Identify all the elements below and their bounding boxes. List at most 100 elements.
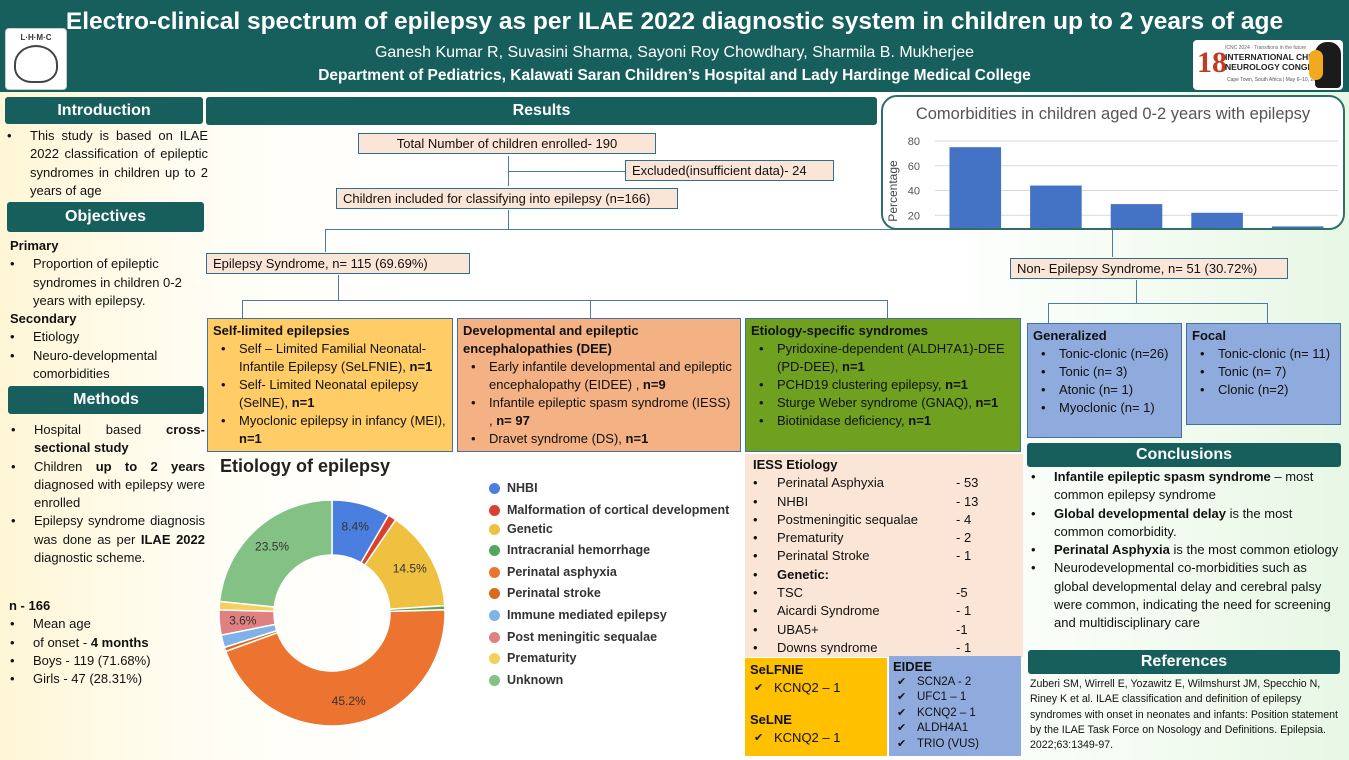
iess-etiology-box: IESS Etiology • Perinatal Asphyxia - 53 • NH… [745, 454, 1023, 657]
iess-item: • TSC -5 [751, 584, 1017, 602]
generalized-item: Tonic (n= 3) [1033, 363, 1176, 381]
generalized-item: Myoclonic (n= 1) [1033, 399, 1176, 417]
iess-value: -5 [956, 585, 968, 601]
legend-item: Unknown [487, 672, 737, 687]
bar [949, 147, 1002, 228]
excluded-box: Excluded(insufficient data)- 24 [625, 160, 834, 181]
icnc-logo: 18 ICNC 2024 · Transitions in the future… [1193, 40, 1343, 90]
pie-slice [224, 609, 446, 727]
face-icon [1309, 42, 1341, 88]
focal-heading: Focal [1192, 328, 1226, 343]
pie-legend: NHBI Malformation of cortical development… [487, 482, 737, 695]
etiology-specific-item: Pyridoxine-dependent (ALDH7A1)-DEE (PD-D… [751, 340, 1015, 376]
legend-item: NHBI [487, 482, 737, 495]
methods-heading: Methods [8, 386, 204, 414]
dee-item: Dravet syndrome (DS), n=1 [463, 430, 735, 448]
y-tick-label: 20 [908, 210, 920, 222]
dee-list: Early infantile developmental and epilep… [463, 358, 735, 448]
enrolled-box: Total Number of children enrolled- 190 [358, 133, 656, 154]
iess-item: • Prematurity - 2 [751, 529, 1017, 547]
iess-item: • Downs syndrome - 1 [751, 639, 1017, 657]
legend-label: Perinatal asphyxia [507, 564, 617, 579]
pie-title: Etiology of epilepsy [220, 456, 391, 476]
etiology-specific-item: PCHD19 clustering epilepsy, n=1 [751, 376, 1015, 394]
seal-icon [14, 45, 58, 83]
iess-item: • Postmeningitic sequalae - 4 [751, 511, 1017, 529]
legend-item: Malformation of cortical development [487, 503, 737, 517]
bullet: • [753, 621, 758, 637]
y-tick-label: 60 [908, 161, 920, 173]
iess-etiology-heading: IESS Etiology [753, 457, 838, 472]
iess-value: - 53 [956, 475, 979, 491]
conclusions-heading: Conclusions [1027, 443, 1341, 467]
generalized-box: Generalized Tonic-clonic (n=26) Tonic (n… [1027, 323, 1182, 438]
flow-line [1136, 280, 1137, 304]
methods-list: Hospital based cross-sectional study Chi… [7, 421, 205, 567]
comorbidity-chart: Comorbidities in children aged 0-2 years… [881, 95, 1345, 230]
focal-item: Tonic-clonic (n= 11) [1192, 345, 1335, 363]
iess-label: TSC [777, 585, 803, 601]
focal-list: Tonic-clonic (n= 11) Tonic (n= 7) Clonic… [1192, 345, 1335, 399]
legend-marker [489, 674, 500, 686]
self-limited-list: Self – Limited Familial Neonatal-Infanti… [213, 340, 447, 448]
legend-label: Perinatal stroke [507, 586, 601, 601]
age-onset: of onset - 4 months [6, 634, 205, 653]
self-limited-item: Self- Limited Neonatal epilepsy (SelNE),… [213, 376, 447, 412]
iess-label: NHBI [777, 493, 809, 509]
iess-label: UBA5+ [777, 621, 819, 637]
iess-item: • Aicardi Syndrome - 1 [751, 602, 1017, 620]
slice-label: 45.2% [332, 694, 366, 708]
secondary-label: Secondary [10, 311, 77, 327]
self-limited-item: Self – Limited Familial Neonatal-Infanti… [213, 340, 447, 376]
slice-label: 23.5% [255, 540, 289, 554]
slice-label: 14.5% [393, 562, 427, 576]
bullet: • [753, 511, 758, 527]
bullet: • [753, 493, 758, 509]
focal-item: Tonic (n= 7) [1192, 363, 1335, 381]
slice-label: 3.6% [229, 614, 257, 628]
legend-marker [489, 609, 500, 621]
objectives-heading: Objectives [7, 202, 204, 232]
non-epilepsy-box: Non- Epilepsy Syndrome, n= 51 (30.72%) [1010, 258, 1288, 279]
demographics: n - 166 Mean age of onset - 4 months Boy… [6, 597, 205, 689]
legend-item: Intracranial hemorrhage [487, 544, 737, 557]
legend-label: Intracranial hemorrhage [507, 543, 651, 558]
eidee-item: KCNQ2 – 1 [893, 706, 1017, 722]
pie-chart-svg: 8.4% 14.5% 45.2% 3.6% 23.5% [218, 499, 446, 727]
y-axis-label: Percentage [886, 160, 900, 222]
flow-line [242, 300, 243, 318]
methods-item: Children up to 2 years diagnosed with ep… [7, 458, 205, 513]
primary-label: Primary [10, 238, 59, 253]
legend-item: Perinatal asphyxia [487, 564, 737, 579]
authors: Ganesh Kumar R, Suvasini Sharma, Sayoni … [374, 44, 975, 61]
dee-item: Infantile epileptic spasm syndrome (IESS… [463, 394, 735, 430]
legend-marker [489, 631, 500, 643]
generalized-list: Tonic-clonic (n=26) Tonic (n= 3) Atonic … [1033, 345, 1176, 417]
iess-value: - 1 [956, 639, 972, 655]
girls-count: Girls - 47 (28.31%) [6, 670, 205, 689]
legend-label: Immune mediated epilepsy [507, 607, 667, 622]
generalized-item: Tonic-clonic (n=26) [1033, 345, 1176, 363]
legend-label: Unknown [507, 672, 564, 687]
legend-item: Immune mediated epilepsy [487, 607, 737, 622]
introduction-heading: Introduction [5, 97, 203, 124]
pie-slice [218, 499, 333, 608]
iess-item: • Perinatal Asphyxia - 53 [751, 474, 1017, 492]
generalized-heading: Generalized [1033, 328, 1107, 343]
flow-line [1048, 303, 1049, 323]
bullet: • [753, 530, 758, 546]
references-heading: References [1028, 650, 1340, 674]
bar [1271, 226, 1324, 228]
dee-heading: Developmental and epileptic encephalopat… [463, 323, 639, 356]
y-tick-label: 40 [908, 186, 920, 198]
legend-item: Post meningitic sequalae [487, 630, 737, 644]
conclusion-item: Neurodevelopmental co-morbidities such a… [1027, 559, 1345, 632]
conclusion-item: Perinatal Asphyxia is the most common et… [1027, 541, 1345, 560]
etiology-specific-item: Biotinidase deficiency, n=1 [751, 412, 1015, 430]
slice-label: 8.4% [342, 520, 370, 534]
iess-label: Perinatal Stroke [777, 548, 870, 564]
eidee-heading: EIDEE [893, 659, 933, 674]
bullet: • [753, 548, 758, 564]
iess-value: - 1 [956, 548, 972, 564]
iess-item: • Perinatal Stroke - 1 [751, 547, 1017, 565]
